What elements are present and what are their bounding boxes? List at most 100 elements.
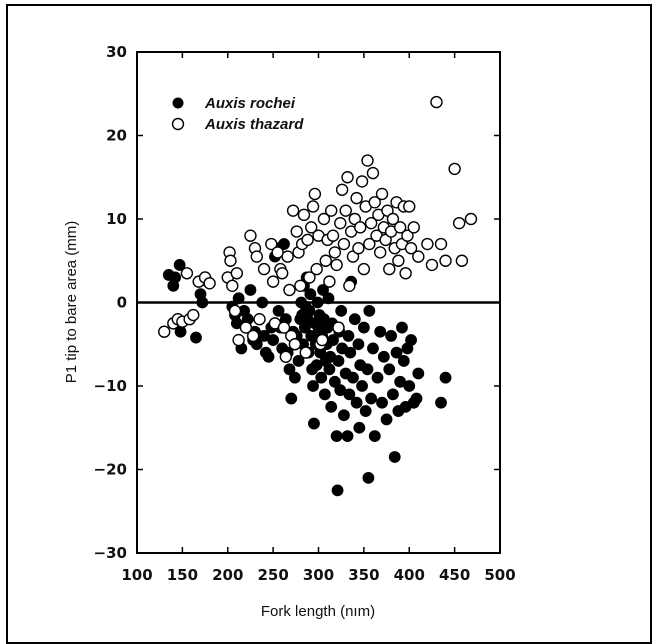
rochei-point bbox=[383, 363, 396, 376]
rochei-point bbox=[410, 392, 423, 405]
rochei-point bbox=[380, 413, 393, 426]
rochei-point bbox=[292, 355, 305, 367]
thazard-point bbox=[364, 216, 378, 230]
thazard-point bbox=[297, 208, 311, 222]
thazard-point bbox=[350, 191, 363, 205]
rochei-point bbox=[374, 325, 387, 338]
rochei-point bbox=[377, 350, 390, 363]
rochei-point bbox=[359, 405, 372, 417]
thazard-point bbox=[158, 325, 171, 338]
thazard-point bbox=[407, 221, 420, 234]
rochei-point bbox=[256, 296, 269, 309]
thazard-point bbox=[203, 277, 216, 290]
x-tick-label: 200 bbox=[212, 566, 243, 584]
rochei-point bbox=[330, 430, 343, 443]
thazard-point bbox=[383, 262, 396, 276]
rochei-point bbox=[196, 296, 209, 309]
legend-marker-rochei bbox=[172, 97, 184, 109]
thazard-point bbox=[290, 225, 303, 238]
thazard-point bbox=[286, 204, 300, 217]
rochei-point bbox=[283, 363, 296, 376]
rochei-point bbox=[435, 396, 447, 409]
x-tick-label: 400 bbox=[394, 566, 425, 584]
y-tick-label: 10 bbox=[106, 210, 127, 228]
rochei-point bbox=[368, 430, 381, 443]
x-tick-label: 250 bbox=[257, 566, 288, 584]
thazard-point bbox=[452, 216, 466, 230]
x-tick-label: 300 bbox=[303, 566, 334, 584]
thazard-point bbox=[339, 204, 352, 217]
thazard-point bbox=[368, 196, 381, 209]
thazard-point bbox=[257, 262, 271, 276]
thazard-point bbox=[354, 221, 367, 234]
rochei-point bbox=[285, 392, 298, 405]
x-tick-label: 450 bbox=[439, 566, 470, 584]
y-tick-label: −10 bbox=[94, 377, 127, 395]
rochei-point bbox=[343, 388, 356, 401]
x-tick-label: 100 bbox=[121, 566, 152, 584]
rochei-point bbox=[412, 367, 425, 380]
rochei-point bbox=[315, 371, 328, 384]
thazard-point bbox=[361, 154, 374, 167]
thazard-point bbox=[332, 321, 345, 334]
rochei-point bbox=[173, 259, 186, 271]
rochei-point bbox=[348, 313, 361, 326]
thazard-point bbox=[357, 262, 371, 276]
thazard-point bbox=[343, 279, 356, 292]
thazard-point bbox=[399, 267, 412, 280]
rochei-point bbox=[363, 304, 376, 317]
thazard-point bbox=[334, 216, 347, 230]
thazard-point bbox=[305, 221, 318, 234]
thazard-point bbox=[464, 212, 478, 226]
rochei-point bbox=[388, 451, 401, 463]
thazard-point bbox=[317, 212, 331, 226]
thazard-point bbox=[323, 275, 336, 288]
rochei-point bbox=[308, 417, 320, 430]
x-tick-label: 350 bbox=[348, 566, 379, 584]
scatter-figure: 30 20 10 0 −10 −20 −30 100 150 200 250 300 350 400 45… bbox=[6, 4, 652, 644]
thazard-point bbox=[330, 258, 343, 272]
rochei-point bbox=[318, 388, 331, 401]
rochei-point bbox=[332, 355, 345, 367]
thazard-point bbox=[308, 187, 322, 201]
legend-label-thazard: Auxis thazard bbox=[204, 116, 304, 133]
thazard-point bbox=[265, 237, 278, 251]
rochei-point bbox=[262, 350, 275, 363]
x-axis-title: Fork length (nım) bbox=[261, 603, 375, 620]
thazard-point bbox=[180, 267, 194, 280]
rochei-point bbox=[357, 321, 370, 334]
y-tick-label: 30 bbox=[106, 43, 127, 61]
thazard-point bbox=[366, 166, 380, 180]
thazard-point bbox=[448, 162, 461, 176]
thazard-point bbox=[374, 246, 387, 259]
thazard-point bbox=[239, 321, 253, 334]
rochei-point bbox=[353, 421, 366, 434]
series-thazard bbox=[158, 95, 478, 363]
rochei-point bbox=[342, 329, 355, 342]
y-axis: 30 20 10 0 −10 −20 −30 bbox=[94, 43, 500, 562]
rochei-point bbox=[304, 288, 317, 301]
rochei-point bbox=[385, 329, 398, 342]
legend: Auxis rochei Auxis thazard bbox=[171, 95, 304, 133]
y-tick-label: −20 bbox=[94, 461, 127, 479]
thazard-point bbox=[421, 237, 434, 251]
thazard-point bbox=[299, 346, 312, 359]
rochei-point bbox=[331, 484, 344, 497]
x-tick-label: 150 bbox=[167, 566, 198, 584]
thazard-point bbox=[294, 279, 307, 292]
thazard-point bbox=[226, 279, 239, 292]
rochei-point bbox=[365, 392, 378, 405]
rochei-point bbox=[244, 284, 257, 296]
thazard-point bbox=[301, 233, 314, 247]
thazard-point bbox=[355, 175, 369, 188]
rochei-point bbox=[367, 342, 379, 355]
rochei-point bbox=[361, 363, 374, 376]
thazard-point bbox=[363, 237, 376, 251]
thazard-point bbox=[281, 250, 294, 263]
thazard-point bbox=[224, 254, 237, 267]
thazard-point bbox=[250, 250, 263, 263]
rochei-point bbox=[362, 471, 375, 484]
rochei-point bbox=[322, 292, 335, 305]
rochei-point bbox=[325, 400, 338, 413]
thazard-point bbox=[276, 267, 289, 280]
